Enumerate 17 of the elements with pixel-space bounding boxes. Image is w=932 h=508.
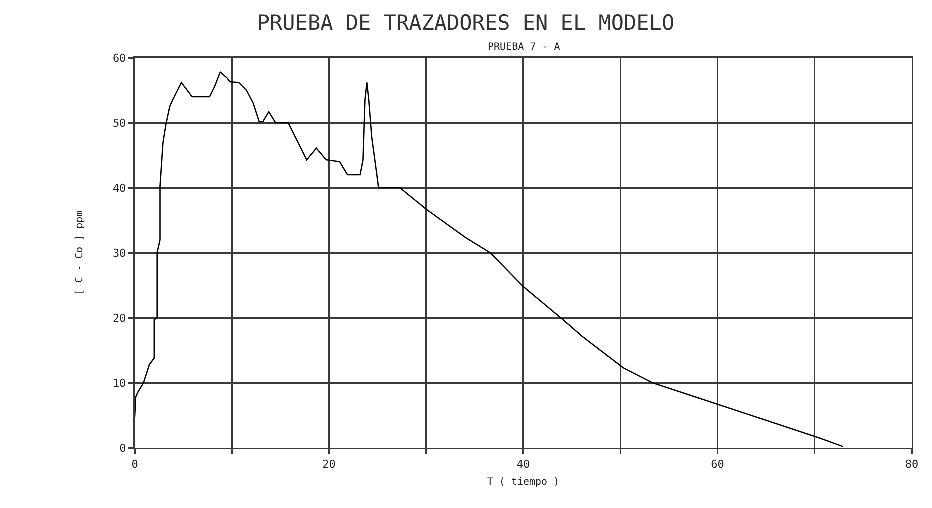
- x-tick-label: 80: [905, 458, 919, 471]
- y-axis-title: [ C - Co ] ppm: [74, 210, 86, 296]
- y-tick-label: 30: [112, 246, 126, 260]
- chart-subtitle: PRUEBA 7 - A: [488, 42, 560, 53]
- y-tick-label: 10: [112, 376, 126, 390]
- x-tick-label: 40: [516, 458, 530, 471]
- x-tick-label: 60: [711, 458, 724, 471]
- chart-title: PRUEBA DE TRAZADORES EN EL MODELO: [257, 11, 675, 36]
- y-tick-label: 50: [112, 116, 126, 130]
- y-tick-label: 60: [112, 52, 126, 65]
- x-tick-label: 0: [132, 458, 138, 471]
- y-tick-label: 20: [112, 312, 126, 325]
- x-axis-title: T ( tiempo ): [487, 477, 560, 488]
- y-tick-label: 40: [112, 182, 126, 195]
- x-tick-label: 20: [322, 458, 336, 471]
- y-tick-label: 0: [120, 442, 126, 455]
- line-series: [135, 72, 844, 448]
